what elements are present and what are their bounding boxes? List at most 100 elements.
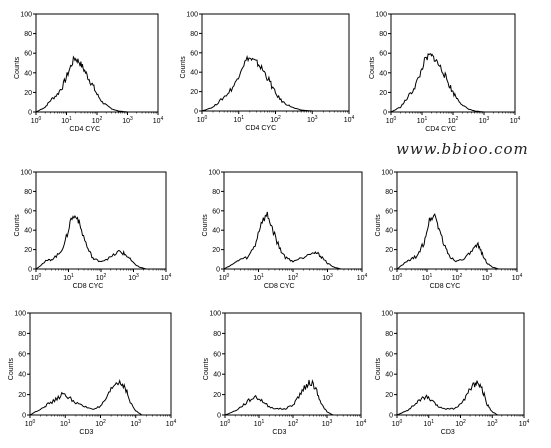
histogram-trace — [390, 52, 515, 113]
y-tick-label: 40 — [385, 228, 393, 235]
y-tick-label: 0 — [28, 267, 32, 274]
x-tick-label: 103 — [130, 419, 141, 428]
x-tick-label: 104 — [166, 419, 177, 428]
x-axis-label: CD8 CYC — [264, 283, 295, 290]
histogram-panel: 0 20 40 60 80 100 100 101 102 103 104 CD3 Counts — [375, 311, 530, 437]
y-tick-label: 100 — [20, 170, 32, 177]
y-tick-label: 80 — [213, 331, 221, 338]
x-axis-label: CD3 — [441, 429, 455, 436]
y-tick-label: 20 — [190, 89, 198, 96]
y-tick-label: 80 — [24, 189, 32, 196]
x-tick-label: 102 — [270, 115, 281, 124]
x-tick-label: 100 — [197, 115, 208, 124]
histogram-panel: 0 20 40 60 80 100 100 101 102 103 104 CD4 CYC Counts — [180, 12, 355, 133]
y-tick-label: 100 — [381, 311, 393, 318]
y-tick-label: 60 — [24, 51, 32, 58]
x-tick-label: 103 — [482, 273, 493, 282]
y-tick-label: 60 — [213, 351, 221, 358]
plot-frame — [224, 312, 362, 416]
x-tick-label: 102 — [452, 273, 463, 282]
y-axis-label: Counts — [375, 358, 382, 381]
x-axis-label: CD3 — [272, 429, 286, 436]
y-tick-label: 60 — [379, 51, 387, 58]
histogram-panel: 0 20 40 60 80 100 100 101 102 103 104 CD3 Counts — [203, 311, 367, 437]
x-axis-label: CD4 CYC — [425, 126, 456, 133]
y-tick-label: 100 — [208, 170, 220, 177]
histogram-panel: 0 20 40 60 80 100 100 101 102 103 104 CD8 CYC Counts — [202, 170, 368, 291]
y-tick-label: 40 — [213, 372, 221, 379]
y-tick-label: 60 — [212, 208, 220, 215]
y-tick-label: 40 — [212, 228, 220, 235]
x-tick-label: 101 — [423, 419, 434, 428]
x-tick-label: 100 — [25, 419, 36, 428]
histogram-panel: 0 20 40 60 80 100 100 101 102 103 104 CD4 CYC Counts — [369, 12, 521, 134]
y-tick-label: 100 — [186, 12, 198, 19]
y-tick-label: 0 — [383, 110, 387, 117]
y-tick-label: 20 — [379, 90, 387, 97]
y-tick-label: 80 — [190, 31, 198, 38]
x-tick-label: 104 — [510, 116, 521, 125]
x-tick-label: 104 — [344, 115, 355, 124]
x-tick-label: 103 — [487, 419, 498, 428]
x-tick-label: 102 — [288, 273, 299, 282]
y-tick-label: 40 — [24, 70, 32, 77]
x-tick-label: 101 — [63, 273, 74, 282]
plot-frame — [35, 171, 167, 270]
plot-frame — [223, 171, 363, 270]
y-tick-label: 0 — [194, 109, 198, 116]
y-axis-label: Counts — [14, 56, 21, 79]
x-tick-label: 102 — [95, 419, 106, 428]
x-tick-label: 102 — [288, 419, 299, 428]
y-axis-label: Counts — [180, 56, 187, 79]
x-axis-label: CD8 CYC — [430, 283, 461, 290]
y-tick-label: 100 — [209, 311, 221, 318]
y-tick-label: 60 — [18, 351, 26, 358]
y-axis-label: Counts — [369, 56, 376, 79]
plot-frame — [396, 312, 525, 416]
y-tick-label: 20 — [385, 392, 393, 399]
x-tick-label: 104 — [519, 419, 530, 428]
plot-frame — [396, 171, 518, 270]
watermark-text: www.bbioo.com — [396, 140, 529, 158]
x-tick-label: 103 — [322, 273, 333, 282]
x-tick-label: 100 — [31, 273, 42, 282]
x-tick-label: 101 — [422, 273, 433, 282]
histogram-trace — [224, 379, 361, 416]
plot-frame — [29, 312, 172, 416]
y-tick-label: 0 — [217, 413, 221, 420]
x-tick-label: 103 — [122, 116, 133, 125]
y-tick-label: 80 — [385, 189, 393, 196]
x-tick-label: 102 — [448, 116, 459, 125]
x-tick-label: 101 — [253, 273, 264, 282]
y-axis-label: Counts — [8, 358, 15, 381]
y-tick-label: 20 — [24, 247, 32, 254]
y-tick-label: 40 — [24, 228, 32, 235]
y-axis-label: Counts — [203, 358, 210, 381]
x-tick-label: 103 — [307, 115, 318, 124]
x-axis-label: CD4 CYC — [245, 125, 276, 132]
y-tick-label: 40 — [385, 372, 393, 379]
y-tick-label: 20 — [24, 90, 32, 97]
x-axis-label: CD4 CYC — [69, 126, 100, 133]
histogram-panel: 0 20 40 60 80 100 100 101 102 103 104 CD8 CYC Counts — [14, 170, 172, 291]
y-tick-label: 60 — [385, 351, 393, 358]
y-tick-label: 100 — [375, 12, 387, 19]
y-tick-label: 40 — [190, 70, 198, 77]
y-tick-label: 0 — [389, 267, 393, 274]
histogram-trace — [396, 213, 517, 270]
y-tick-label: 0 — [216, 267, 220, 274]
histogram-panel: 0 20 40 60 80 100 100 101 102 103 104 CD4 CYC Counts — [14, 12, 164, 134]
x-tick-label: 100 — [386, 116, 397, 125]
y-tick-label: 80 — [18, 331, 26, 338]
x-tick-label: 104 — [161, 273, 172, 282]
y-tick-label: 60 — [24, 208, 32, 215]
x-tick-label: 101 — [233, 115, 244, 124]
x-tick-label: 100 — [31, 116, 42, 125]
histogram-trace — [223, 211, 362, 270]
x-tick-label: 100 — [219, 273, 230, 282]
x-tick-label: 103 — [322, 419, 333, 428]
y-tick-label: 100 — [20, 12, 32, 19]
x-tick-label: 104 — [512, 273, 523, 282]
